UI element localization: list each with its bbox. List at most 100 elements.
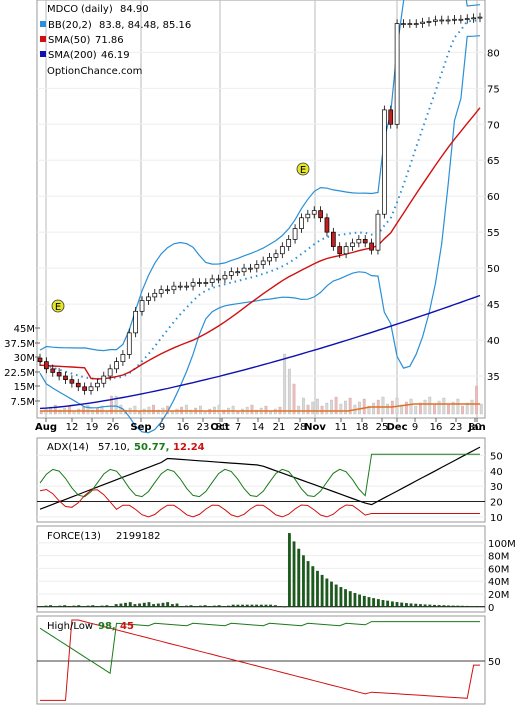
volume-bar xyxy=(372,402,375,415)
adx-tick-label: 50 xyxy=(490,451,503,462)
force-bar xyxy=(82,606,85,607)
volume-bar xyxy=(475,385,478,415)
candle-body xyxy=(107,368,113,377)
force-bar xyxy=(44,605,48,607)
volume-bar xyxy=(367,405,371,415)
force-bar xyxy=(414,603,418,607)
x-tick-label: 28 xyxy=(294,422,307,433)
force-bars xyxy=(39,533,483,608)
force-bar xyxy=(433,604,436,607)
force-bar xyxy=(451,605,455,607)
adx-y-axis: 10 20 30 40 50 xyxy=(490,451,503,524)
candle-body xyxy=(165,289,170,292)
force-bar xyxy=(227,605,230,607)
force-bar xyxy=(264,604,268,607)
candle-body xyxy=(44,361,49,370)
volume-bar xyxy=(348,397,352,415)
force-bar xyxy=(133,604,137,607)
x-tick-label: 7 xyxy=(235,422,241,433)
force-bar xyxy=(49,605,53,607)
volume-bar xyxy=(255,409,258,415)
price-tick-label: 35 xyxy=(487,372,500,383)
volume-bar xyxy=(287,368,291,415)
force-label: FORCE(13) xyxy=(47,531,101,542)
earnings-marker-2-label: E xyxy=(300,165,306,176)
force-bar xyxy=(100,605,104,607)
candle-body xyxy=(471,17,476,20)
volume-bar xyxy=(428,396,432,415)
force-bar xyxy=(278,606,282,607)
candle-body xyxy=(63,375,68,380)
x-tick-label: 16 xyxy=(177,422,190,433)
candle-body xyxy=(401,23,406,25)
force-bar xyxy=(114,604,118,607)
legend-sma50-name: SMA(50) xyxy=(48,35,90,46)
volume-bar xyxy=(264,405,268,415)
candle-body xyxy=(388,109,394,125)
volume-bar xyxy=(156,409,160,415)
volume-tick-label: 15M xyxy=(14,382,35,393)
x-tick-label: 30 xyxy=(216,422,229,433)
price-tick-label: 55 xyxy=(487,228,500,239)
force-bar xyxy=(119,603,123,607)
volume-bar xyxy=(325,402,329,415)
force-bar xyxy=(213,605,216,607)
force-bar xyxy=(58,605,62,607)
force-bar xyxy=(297,548,301,607)
sma50-line xyxy=(39,107,481,380)
candle-body xyxy=(120,354,126,362)
candle-body xyxy=(445,19,451,22)
candle-body xyxy=(248,267,253,270)
force-bar xyxy=(470,606,474,607)
price-tick-label: 70 xyxy=(487,120,500,131)
volume-bar xyxy=(404,401,408,415)
volume-bar xyxy=(114,395,118,415)
candle-body xyxy=(50,368,56,373)
force-bar xyxy=(479,606,483,607)
volume-bar xyxy=(433,403,436,415)
x-tick-label: 21 xyxy=(273,422,286,433)
volume-bar xyxy=(189,409,193,415)
x-tick-label: 18 xyxy=(356,422,369,433)
x-tick-label: Oct xyxy=(210,422,229,433)
force-tick-label: 80M xyxy=(488,552,509,563)
force-bar xyxy=(86,605,90,607)
x-tick-label: Nov xyxy=(304,422,326,433)
candle-body xyxy=(197,282,202,284)
candle-body xyxy=(260,260,266,265)
force-tick-label: 20M xyxy=(488,590,509,601)
x-tick-label: 23 xyxy=(197,422,210,433)
legend-sma50-values: 71.86 xyxy=(95,35,124,46)
candle-body xyxy=(433,19,438,22)
force-bar xyxy=(222,606,226,607)
candle-body xyxy=(139,300,145,312)
x-tick-label: 25 xyxy=(376,422,389,433)
force-bar xyxy=(77,605,81,607)
volume-y-axis: 45M 37.5M 30M 22.5M 15M 7.5M xyxy=(4,324,40,408)
force-bar xyxy=(334,584,338,607)
volume-bar xyxy=(414,405,418,415)
volume-tick-label: 30M xyxy=(14,353,35,364)
candle-body xyxy=(158,289,164,294)
force-bar xyxy=(358,594,361,607)
candle-body xyxy=(56,372,62,377)
force-bar xyxy=(147,602,151,607)
force-bar xyxy=(194,606,198,607)
candle-body xyxy=(362,239,368,244)
candle-body xyxy=(95,382,100,388)
candle-body xyxy=(184,285,190,288)
candle-body xyxy=(439,19,445,22)
force-bar xyxy=(245,604,249,607)
price-tick-label: 75 xyxy=(487,84,500,95)
force-bar xyxy=(292,541,296,607)
volume-bar xyxy=(409,398,413,415)
low-line xyxy=(40,619,480,701)
candle-body xyxy=(413,23,419,25)
price-y-axis: 35 40 45 50 55 60 65 70 75 80 xyxy=(487,48,500,383)
volume-bar xyxy=(67,405,71,415)
force-bar xyxy=(180,606,184,607)
force-bar xyxy=(423,604,427,607)
adx-minus-di-line xyxy=(39,488,480,518)
price-candles xyxy=(37,12,483,395)
